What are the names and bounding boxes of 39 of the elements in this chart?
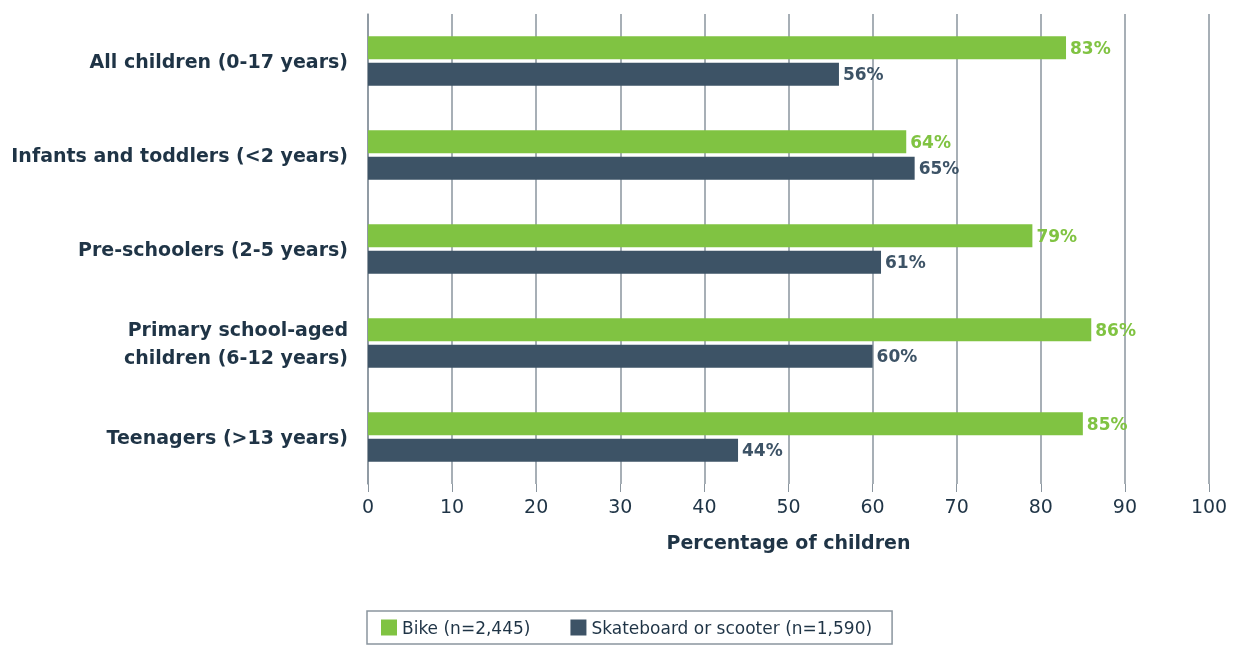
- data-label: 79%: [1036, 225, 1078, 246]
- bar: [368, 318, 1092, 342]
- y-tick-label: Teenagers (>13 years): [106, 426, 348, 448]
- data-label: 44%: [742, 440, 783, 461]
- bar: [368, 412, 1083, 436]
- bar: [368, 344, 873, 368]
- x-tick-label: 70: [944, 494, 969, 517]
- x-tick-label: 10: [440, 494, 465, 517]
- y-tick-label: All children (0-17 years): [89, 50, 348, 72]
- x-tick-label: 20: [524, 494, 549, 517]
- x-tick-label: 40: [692, 494, 717, 517]
- data-label: 61%: [885, 252, 926, 273]
- x-tick-label: 80: [1028, 494, 1053, 517]
- data-label: 83%: [1070, 37, 1111, 58]
- bar: [368, 250, 882, 274]
- bar: [368, 62, 839, 86]
- data-label: 65%: [918, 158, 960, 179]
- x-tick-label: 100: [1190, 494, 1228, 517]
- legend-label: Skateboard or scooter (n=1,590): [591, 617, 873, 638]
- bar: [368, 130, 907, 154]
- x-axis-title: Percentage of children: [666, 530, 911, 553]
- y-tick-label: Infants and toddlers (<2 years): [11, 144, 348, 166]
- data-label: 64%: [910, 131, 951, 152]
- data-label: 85%: [1086, 413, 1128, 434]
- bar: [368, 438, 739, 462]
- data-label: 56%: [842, 64, 884, 85]
- data-label: 60%: [876, 346, 918, 367]
- bar: [368, 156, 915, 180]
- x-tick-label: 90: [1112, 494, 1137, 517]
- bar: [368, 36, 1067, 60]
- x-tick-label: 30: [608, 494, 633, 517]
- y-tick-label: Primary school-aged children (6-12 years): [123, 318, 348, 368]
- x-tick-label: 60: [860, 494, 885, 517]
- y-tick-label: Pre-schoolers (2-5 years): [77, 238, 348, 260]
- legend-label: Bike (n=2,445): [402, 617, 531, 638]
- x-tick-label: 0: [361, 494, 375, 517]
- bar: [368, 224, 1033, 248]
- data-label: 86%: [1095, 319, 1136, 340]
- x-tick-label: 50: [776, 494, 801, 517]
